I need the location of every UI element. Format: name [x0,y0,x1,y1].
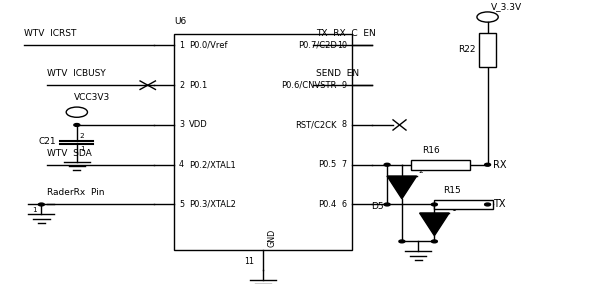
Text: RST/C2CK: RST/C2CK [296,120,337,130]
Text: 8: 8 [342,120,347,130]
Text: P0.7/C2D: P0.7/C2D [298,41,337,50]
Polygon shape [387,176,417,199]
Text: P0.3/XTAL2: P0.3/XTAL2 [189,200,236,209]
Circle shape [74,124,80,126]
Text: WTV  ICRST: WTV ICRST [24,29,76,38]
Text: RX: RX [493,160,507,170]
Text: R22: R22 [458,45,476,54]
Text: P0.1: P0.1 [189,81,207,90]
Text: C21: C21 [38,137,56,147]
Text: R15: R15 [443,186,461,195]
Bar [174,34,352,250]
Text: SEND  EN: SEND EN [316,69,359,78]
Circle shape [384,163,390,166]
Text: P0.2/XTAL1: P0.2/XTAL1 [189,160,236,169]
Text: U6: U6 [174,16,187,26]
Text: 3: 3 [179,120,184,130]
Text: D5: D5 [372,202,384,211]
Text: WTV  ICBUSY: WTV ICBUSY [47,69,106,78]
Text: TX: TX [493,199,506,210]
Text: 9: 9 [342,81,347,90]
Text: 7: 7 [342,160,347,169]
Text: P0.5: P0.5 [319,160,337,169]
Text: 5: 5 [179,200,184,209]
Bar [479,33,496,67]
Text: 2: 2 [418,168,423,174]
Text: 4: 4 [179,160,184,169]
Text: V_3.3V: V_3.3V [491,2,522,11]
Circle shape [431,240,437,243]
Circle shape [38,203,44,206]
Text: 2: 2 [179,81,184,90]
Text: GND: GND [268,229,277,247]
Circle shape [384,203,390,206]
Text: 1: 1 [80,146,85,152]
Circle shape [431,203,437,206]
Text: TX  RX  C  EN: TX RX C EN [316,29,376,38]
Text: P0.6/CNVSTR: P0.6/CNVSTR [281,81,337,90]
Text: 1: 1 [451,206,456,212]
Text: 2: 2 [80,133,85,139]
Text: 1: 1 [179,41,184,50]
Bar [411,160,470,170]
Text: P0.0/Vref: P0.0/Vref [189,41,228,50]
Circle shape [399,240,405,243]
Text: 10: 10 [337,41,347,50]
Text: 11: 11 [244,257,254,266]
Circle shape [485,203,491,206]
Text: 1: 1 [32,207,37,213]
Text: VDD: VDD [189,120,208,130]
Bar [434,199,493,210]
Circle shape [485,163,491,166]
Text: P0.4: P0.4 [319,200,337,209]
Polygon shape [420,213,449,236]
Text: 6: 6 [342,200,347,209]
Text: R16: R16 [423,147,440,156]
Text: VCC3V3: VCC3V3 [74,93,110,102]
Text: WTV  SDA: WTV SDA [47,149,92,158]
Text: RaderRx  Pin: RaderRx Pin [47,188,105,197]
